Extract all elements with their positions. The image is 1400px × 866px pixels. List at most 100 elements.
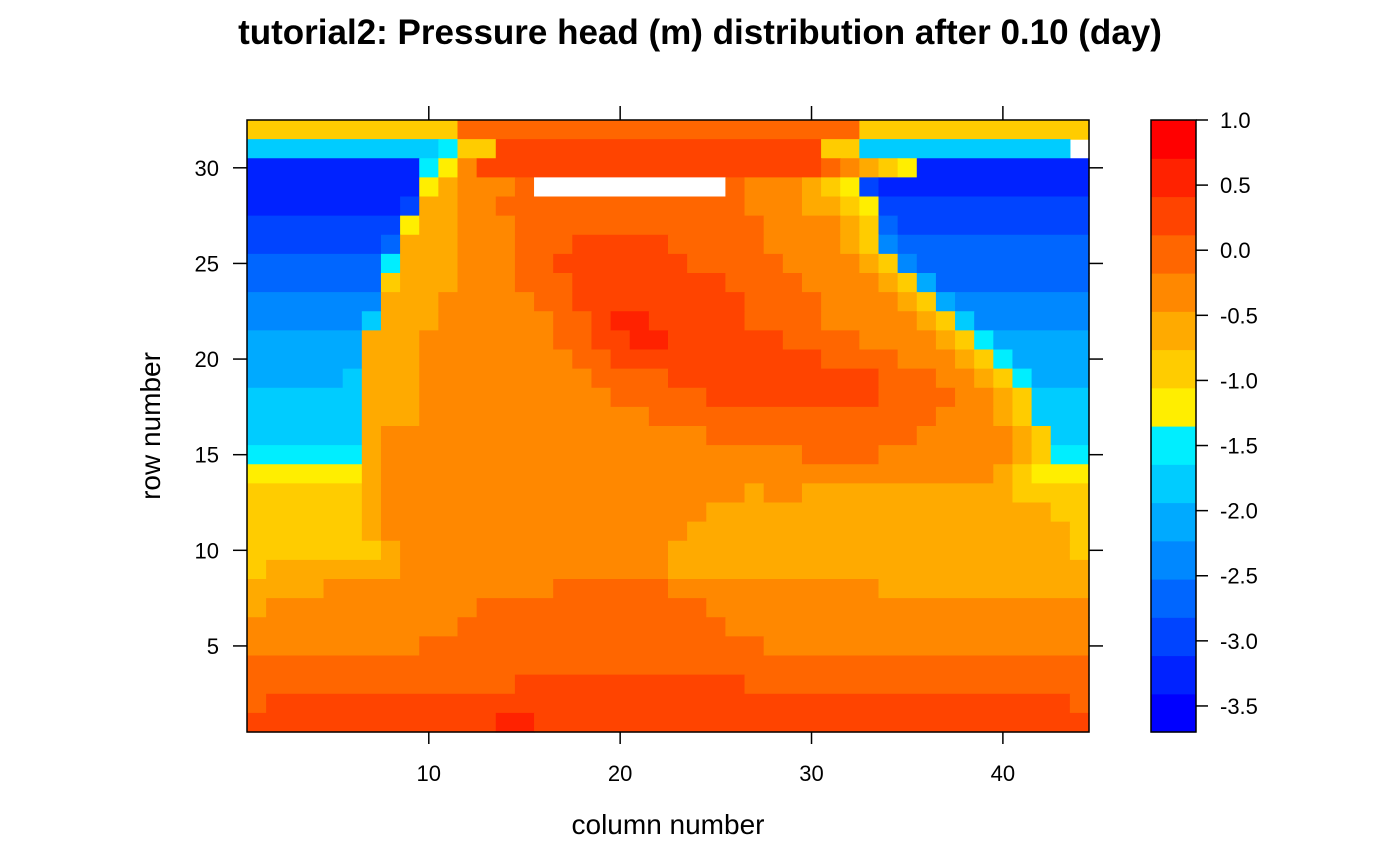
heatmap-cell — [247, 559, 267, 580]
heatmap-cell — [438, 292, 535, 312]
heatmap-cell — [993, 387, 1014, 408]
colorbar-swatch — [1151, 158, 1196, 198]
heatmap-cell — [916, 426, 1014, 446]
heatmap-cell — [247, 330, 363, 351]
heatmap-cell — [438, 177, 459, 198]
heatmap-cell — [419, 158, 439, 178]
x-axis: 10 20 30 40 — [417, 106, 1015, 786]
heatmap-cell — [878, 253, 899, 274]
heatmap-cell — [247, 120, 459, 140]
heatmap-cell — [763, 636, 1090, 657]
x-tick-label: 10 — [417, 761, 441, 786]
heatmap-cell — [974, 349, 994, 370]
colorbar-swatch — [1151, 540, 1196, 580]
y-axis: 5 10 15 20 25 30 — [195, 156, 1103, 659]
heatmap-cell — [1012, 349, 1090, 370]
heatmap-cell — [859, 330, 937, 351]
heatmap-cell — [419, 368, 593, 389]
heatmap-cell — [782, 330, 860, 351]
x-axis-label: column number — [572, 809, 765, 840]
heatmap-cell — [247, 215, 401, 236]
heatmap-cell — [247, 349, 363, 370]
heatmap-cell — [706, 598, 1090, 618]
heatmap-cell — [514, 177, 535, 198]
colorbar-swatch — [1151, 120, 1196, 159]
heatmap-cell — [247, 158, 420, 178]
colorbar-swatch — [1151, 464, 1196, 504]
colorbar-swatch — [1151, 579, 1196, 618]
heatmap-cell — [380, 311, 439, 331]
colorbar-axis: 1.0 0.5 0.0 -0.5 -1.0 -1.5 -2.0 -2.5 -3.0 -3.5 — [1196, 108, 1258, 719]
heatmap-cell — [878, 387, 956, 408]
heatmap-cell — [361, 387, 420, 408]
heatmap-cell — [687, 521, 1071, 542]
heatmap-cell — [247, 311, 363, 331]
heatmap-cell — [553, 253, 688, 274]
heatmap-cell — [1031, 387, 1090, 408]
heatmap-cell — [859, 215, 880, 236]
heatmap-cell — [361, 426, 382, 446]
heatmap-cell — [495, 196, 746, 217]
heatmap-cell — [687, 253, 784, 274]
heatmap-cell — [744, 292, 822, 312]
colorbar-swatch — [1151, 234, 1196, 274]
heatmap-cell — [993, 368, 1014, 389]
heatmap-cell — [514, 234, 573, 255]
heatmap-cell — [380, 483, 746, 504]
heatmap-cell — [859, 253, 880, 274]
heatmap-cell — [247, 368, 344, 389]
heatmap-cell — [1069, 693, 1090, 714]
heatmap-cell — [859, 196, 880, 217]
colorbar — [1151, 120, 1196, 733]
heatmap-cell — [438, 158, 459, 178]
heatmap-cells — [247, 120, 1090, 733]
heatmap-cell — [1012, 483, 1090, 504]
heatmap-cell — [266, 559, 401, 580]
heatmap-cell — [553, 311, 593, 331]
colorbar-swatch — [1151, 655, 1196, 695]
heatmap-cell — [1012, 464, 1033, 484]
heatmap-cell — [534, 177, 727, 198]
heatmap-cell — [801, 483, 1014, 504]
heatmap-cell — [1069, 540, 1090, 561]
heatmap-cell — [668, 234, 765, 255]
heatmap-cell — [419, 387, 612, 408]
heatmap-cell — [744, 311, 822, 331]
heatmap-cell — [801, 273, 880, 293]
heatmap-cell — [591, 330, 631, 351]
heatmap-cell — [1031, 368, 1090, 389]
heatmap-cell — [438, 311, 554, 331]
heatmap-cell — [247, 693, 267, 714]
heatmap-cell — [821, 311, 918, 331]
heatmap-cell — [725, 617, 1090, 637]
heatmap-cell — [974, 330, 994, 351]
heatmap-cell — [801, 177, 822, 198]
colorbar-tick-label: -3.5 — [1220, 694, 1258, 719]
heatmap-cell — [840, 158, 860, 178]
heatmap-cell — [859, 234, 880, 255]
heatmap-cell — [801, 445, 880, 465]
heatmap-cell — [1050, 445, 1090, 465]
heatmap-cell — [266, 693, 1071, 714]
colorbar-tick-label: -1.5 — [1220, 434, 1258, 459]
heatmap-cell — [380, 521, 688, 542]
heatmap-cell — [361, 521, 382, 542]
heatmap-cell — [247, 292, 382, 312]
x-tick-label: 20 — [608, 761, 632, 786]
heatmap-cell — [878, 158, 899, 178]
heatmap-cell — [897, 273, 918, 293]
heatmap-cell — [878, 234, 899, 255]
x-tick-label: 40 — [991, 761, 1015, 786]
heatmap-cell — [744, 483, 765, 504]
heatmap-cell — [974, 368, 994, 389]
colorbar-tick-label: -2.0 — [1220, 499, 1258, 524]
heatmap-cell — [935, 273, 1090, 293]
heatmap-cell — [840, 234, 860, 255]
heatmap-cell — [744, 177, 803, 198]
colorbar-swatch — [1151, 196, 1196, 236]
heatmap-cell — [935, 292, 956, 312]
heatmap-cell — [916, 253, 1090, 274]
heatmap-cell — [247, 253, 382, 274]
heatmap-cell — [572, 349, 612, 370]
heatmap-cell — [897, 215, 1090, 236]
